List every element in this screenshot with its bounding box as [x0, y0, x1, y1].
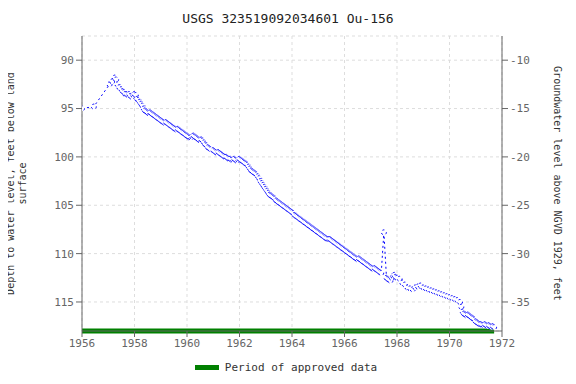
- html-text:Period of approved data: Period of approved data: [224, 361, 378, 374]
- svg-text:95: 95: [61, 102, 74, 115]
- svg-text:-20: -20: [510, 151, 530, 164]
- svg-text:1970: 1970: [436, 337, 463, 350]
- svg-text:115: 115: [54, 296, 74, 309]
- svg-text:1958: 1958: [121, 337, 148, 350]
- svg-text:1956: 1956: [69, 337, 96, 350]
- svg-text:90: 90: [61, 54, 74, 67]
- svg-text:-10: -10: [510, 54, 530, 67]
- svg-text:100: 100: [54, 151, 74, 164]
- svg-text:110: 110: [54, 248, 74, 261]
- svg-text:105: 105: [54, 199, 74, 212]
- svg-text:-25: -25: [510, 199, 530, 212]
- svg-text:1968: 1968: [384, 337, 411, 350]
- svg-text:1962: 1962: [226, 337, 253, 350]
- svg-text:Depth to water level, feet bel: Depth to water level, feet below landsur…: [8, 72, 28, 295]
- svg-text:-30: -30: [510, 248, 530, 261]
- svg-text:1966: 1966: [331, 337, 358, 350]
- svg-text:-15: -15: [510, 102, 530, 115]
- svg-text:-35: -35: [510, 296, 530, 309]
- svg-text:1964: 1964: [279, 337, 306, 350]
- svg-text:1960: 1960: [174, 337, 201, 350]
- svg-text:1972: 1972: [489, 337, 516, 350]
- svg-text:Groundwater level above NGVD 1: Groundwater level above NGVD 1929, feet: [552, 66, 563, 301]
- html-text:USGS 323519092034601 Ou-156: USGS 323519092034601 Ou-156: [182, 11, 394, 26]
